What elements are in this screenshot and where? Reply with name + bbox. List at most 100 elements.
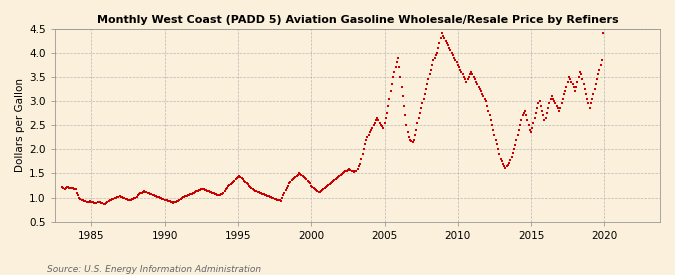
Point — [306, 183, 317, 188]
Point — [358, 147, 369, 152]
Point — [148, 193, 159, 197]
Point — [377, 124, 387, 128]
Point — [67, 186, 78, 190]
Point — [88, 201, 99, 205]
Point — [242, 182, 253, 186]
Point — [253, 190, 264, 194]
Point — [583, 101, 594, 106]
Point — [385, 89, 396, 94]
Point — [473, 84, 484, 89]
Point — [202, 189, 213, 193]
Point — [168, 201, 179, 205]
Point — [452, 63, 463, 67]
Point — [257, 191, 268, 196]
Point — [572, 79, 583, 84]
Point — [291, 174, 302, 178]
Point — [170, 200, 181, 204]
Point — [61, 185, 72, 189]
Point — [303, 180, 314, 184]
Point — [144, 191, 155, 196]
Point — [546, 94, 557, 98]
Point — [567, 82, 578, 86]
Point — [194, 188, 205, 192]
Point — [449, 55, 460, 60]
Point — [57, 185, 68, 190]
Point — [330, 177, 341, 182]
Point — [63, 185, 74, 190]
Point — [400, 113, 410, 118]
Point — [114, 194, 125, 198]
Point — [537, 108, 547, 113]
Point — [390, 65, 401, 69]
Point — [161, 198, 171, 202]
Point — [429, 55, 440, 60]
Point — [137, 189, 148, 194]
Point — [387, 75, 398, 79]
Point — [134, 192, 144, 196]
Point — [115, 194, 126, 199]
Point — [357, 152, 368, 156]
Point — [367, 125, 378, 130]
Point — [91, 201, 102, 205]
Point — [448, 53, 458, 57]
Point — [571, 84, 582, 89]
Point — [352, 166, 363, 171]
Point — [167, 200, 178, 205]
Point — [366, 128, 377, 132]
Point — [283, 183, 294, 188]
Point — [508, 147, 519, 152]
Point — [508, 151, 518, 155]
Point — [549, 99, 560, 103]
Point — [73, 193, 84, 197]
Point — [380, 116, 391, 120]
Point — [292, 173, 303, 177]
Point — [209, 191, 220, 196]
Point — [227, 180, 238, 185]
Point — [157, 196, 167, 201]
Point — [532, 106, 543, 111]
Point — [251, 189, 262, 194]
Point — [265, 195, 276, 199]
Point — [437, 34, 448, 38]
Point — [566, 79, 576, 84]
Point — [445, 48, 456, 53]
Point — [562, 79, 573, 84]
Point — [123, 197, 134, 202]
Point — [428, 58, 439, 62]
Point — [252, 189, 263, 194]
Point — [348, 169, 358, 174]
Point — [369, 120, 380, 125]
Point — [322, 184, 333, 188]
Point — [184, 192, 194, 197]
Point — [579, 87, 590, 91]
Point — [78, 198, 88, 203]
Point — [310, 188, 321, 192]
Point — [368, 123, 379, 127]
Point — [144, 191, 155, 196]
Point — [60, 186, 71, 190]
Point — [329, 178, 340, 182]
Point — [212, 192, 223, 197]
Point — [559, 92, 570, 96]
Point — [247, 187, 258, 191]
Point — [502, 163, 513, 167]
Point — [495, 157, 506, 161]
Point — [245, 185, 256, 189]
Point — [277, 195, 288, 200]
Point — [225, 182, 236, 186]
Point — [488, 128, 499, 132]
Point — [165, 200, 176, 204]
Point — [354, 164, 364, 168]
Point — [577, 77, 588, 81]
Point — [399, 104, 410, 108]
Point — [174, 198, 185, 202]
Point — [142, 191, 153, 195]
Point — [422, 82, 433, 86]
Point — [191, 189, 202, 194]
Point — [550, 101, 561, 106]
Point — [493, 147, 504, 152]
Point — [529, 116, 540, 120]
Point — [185, 192, 196, 196]
Point — [356, 157, 367, 161]
Point — [564, 75, 574, 79]
